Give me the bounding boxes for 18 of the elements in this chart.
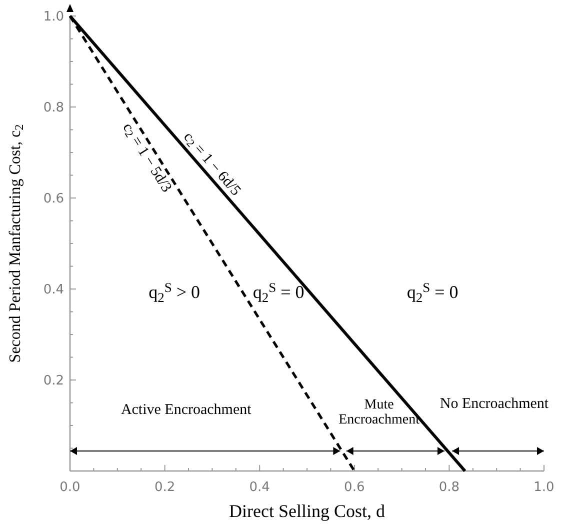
y-tick-label: 1.0 xyxy=(43,10,64,24)
x-tick-label: 0.0 xyxy=(60,480,80,495)
y-tick-label: 0.8 xyxy=(43,100,64,116)
annotation: Active Encroachment xyxy=(120,402,252,418)
annotation: Mute Encroachment xyxy=(338,398,420,428)
x-tick-label: 1.0 xyxy=(534,480,554,495)
x-tick-label: 0.8 xyxy=(438,480,460,495)
x-tick-label: 0.6 xyxy=(344,480,365,495)
annotation: q$_{2}$$^{S}$ = 0 xyxy=(252,280,304,305)
annotation: No Encroachment xyxy=(440,396,550,412)
annotation: q$_{2}$$^{S}$ > 0 xyxy=(148,280,200,305)
x-tick-label: 0.2 xyxy=(154,480,176,495)
annotation: q$_{2}$$^{S}$ = 0 xyxy=(406,280,458,305)
x-axis-title: Direct Selling Cost, d xyxy=(229,501,385,521)
y-tick-label: 0.6 xyxy=(43,192,64,206)
y-tick-label: 0.2 xyxy=(43,374,64,388)
y-tick-label: 0.4 xyxy=(43,282,64,298)
x-tick-label: 0.4 xyxy=(249,480,270,495)
